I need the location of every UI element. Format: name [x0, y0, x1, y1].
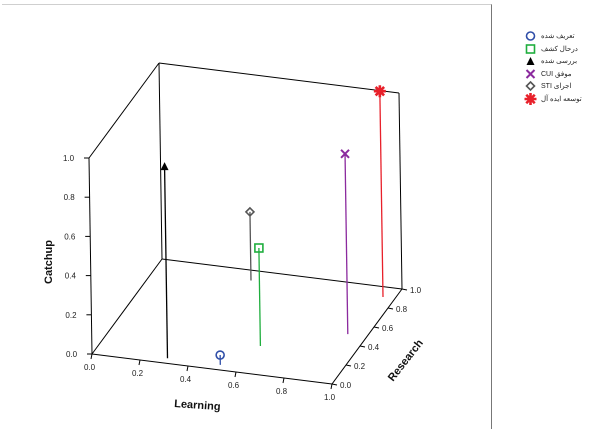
legend-label: تعریف شده	[541, 33, 575, 41]
y-tick-mark	[401, 288, 408, 291]
x-tick-mark	[138, 359, 141, 366]
back-top-edge	[158, 62, 400, 94]
y-tick-mark	[359, 345, 366, 348]
y-tick-label: 0.2	[354, 362, 366, 371]
y-tick-mark	[331, 383, 338, 386]
legend: تعریف شده درحال کشف بررسی شده موفق CUI اجرای…	[524, 30, 604, 105]
y-tick-label: 0.8	[396, 305, 408, 314]
x-axis-title: Learning	[174, 398, 221, 413]
legend-label: اجرای STI	[541, 83, 572, 91]
legend-label: درحال کشف	[541, 45, 578, 53]
y-axis-line	[331, 288, 403, 385]
back-corner-edge	[158, 62, 163, 260]
legend-item: اجرای STI	[524, 80, 604, 93]
z-axis-title: Catchup	[43, 240, 55, 284]
z-tick-label: 0.4	[65, 272, 77, 281]
legend-item: تعریف شده	[524, 30, 604, 43]
floor-back-edge	[161, 258, 403, 290]
legend-marker	[524, 92, 537, 105]
legend-marker	[525, 31, 536, 42]
x-tick-mark	[186, 365, 189, 372]
data-point	[160, 162, 169, 171]
data-stem	[249, 211, 252, 281]
z-tick-label: 0.2	[65, 311, 77, 320]
x-tick-label: 0.6	[228, 381, 240, 390]
legend-label: بررسی شده	[541, 58, 578, 66]
x-tick-mark	[234, 371, 237, 378]
y-tick-label: 0.6	[382, 324, 394, 333]
data-stem	[344, 153, 349, 335]
x-tick-label: 0.0	[84, 363, 96, 372]
x-tick-label: 0.8	[276, 387, 288, 396]
legend-marker	[525, 69, 536, 79]
x-tick-mark	[90, 353, 93, 360]
left-top-edge	[88, 62, 160, 159]
y-tick-mark	[345, 364, 352, 367]
back-right-edge	[398, 92, 403, 290]
y-tick-label: 0.0	[340, 381, 352, 390]
legend-marker	[525, 81, 536, 92]
z-axis-line	[88, 157, 93, 355]
y-tick-label: 1.0	[410, 286, 422, 295]
data-point	[254, 243, 264, 253]
x-axis-line	[91, 353, 333, 385]
legend-item: موفق CUI	[524, 68, 604, 81]
floor-back-left-edge	[91, 258, 163, 355]
legend-marker	[526, 57, 535, 66]
y-axis-title: Research	[386, 337, 426, 384]
legend-label: موفق CUI	[541, 70, 572, 78]
data-stem	[258, 247, 262, 347]
z-tick-label: 0.6	[64, 232, 76, 241]
plot-frame	[2, 4, 492, 429]
data-stem	[379, 91, 384, 298]
y-tick-label: 0.4	[368, 343, 380, 352]
x-tick-label: 1.0	[324, 393, 336, 402]
y-tick-mark	[387, 307, 394, 310]
z-tick-label: 0.8	[64, 193, 76, 202]
z-tick-label: 0.0	[66, 350, 78, 359]
legend-item: توسعه ایده آل	[524, 92, 604, 106]
data-point	[373, 85, 386, 98]
data-point	[244, 206, 256, 218]
x-tick-mark	[330, 383, 333, 390]
z-tick-label: 1.0	[63, 154, 75, 163]
legend-label: توسعه ایده آل	[541, 95, 582, 103]
data-point	[215, 350, 225, 360]
legend-item: درحال کشف	[524, 43, 604, 56]
legend-marker	[525, 43, 536, 54]
x-tick-label: 0.4	[180, 375, 192, 384]
data-point	[340, 149, 350, 159]
y-tick-mark	[373, 326, 380, 329]
x-tick-mark	[282, 377, 285, 384]
data-stem	[163, 166, 169, 359]
x-tick-label: 0.2	[132, 369, 144, 378]
legend-item: بررسی شده	[524, 55, 604, 68]
